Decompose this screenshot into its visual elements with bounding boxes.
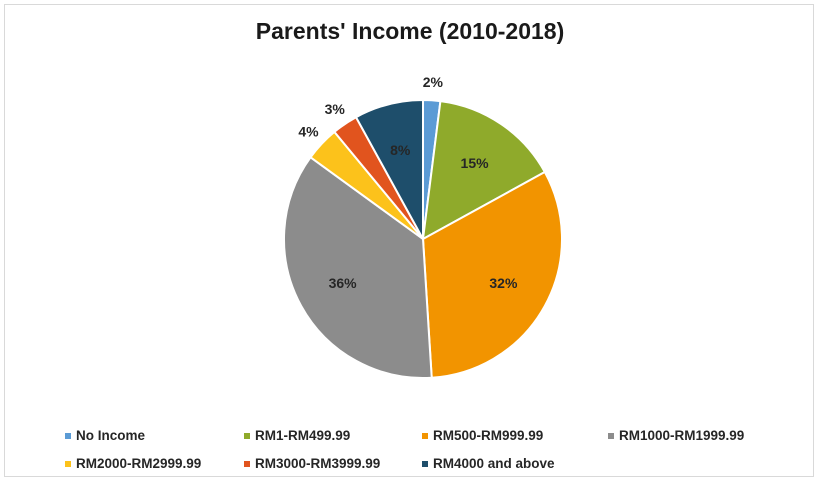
- pie-slice-1: [421, 99, 547, 241]
- pie-slice-2: [421, 170, 563, 379]
- slice-data-label-3: 36%: [329, 275, 358, 291]
- slice-data-label-2: 32%: [489, 275, 518, 291]
- slice-data-label-4: 4%: [298, 123, 319, 139]
- chart-title: Parents' Income (2010-2018): [255, 18, 565, 44]
- slice-data-label-6: 8%: [390, 142, 411, 158]
- slice-data-label-0: 2%: [423, 74, 444, 90]
- slice-data-label-1: 15%: [461, 155, 490, 171]
- slice-data-label-5: 3%: [325, 101, 346, 117]
- pie-slice-3: [283, 155, 433, 379]
- pie-slice-6: [354, 98, 424, 240]
